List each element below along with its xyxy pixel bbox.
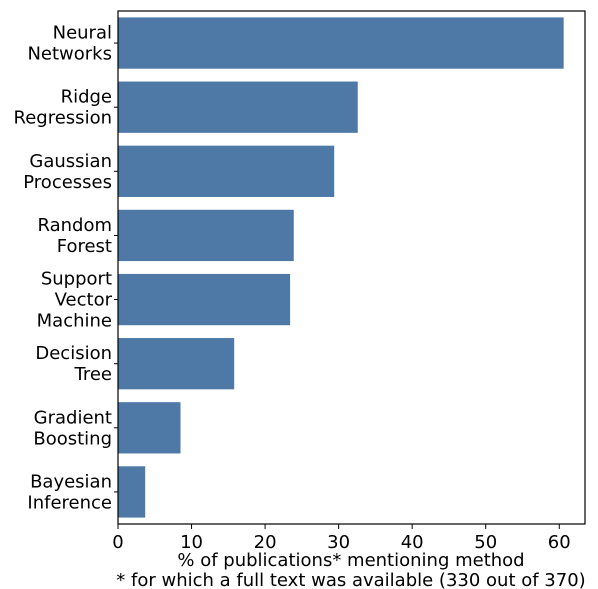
y-axis: Neural Networks Ridge Regression Gaussian Pro… bbox=[14, 23, 118, 513]
bars bbox=[118, 17, 564, 518]
y-tick-label-neural-networks: Neural Networks bbox=[27, 23, 112, 65]
bar-gradient-boosting bbox=[118, 402, 181, 454]
x-tick-label: 20 bbox=[254, 532, 277, 553]
footnote: * for which a full text was available (3… bbox=[116, 570, 585, 589]
x-tick-label: 50 bbox=[474, 532, 497, 553]
x-axis-title: % of publications* mentioning method bbox=[177, 550, 524, 571]
x-tick-label: 10 bbox=[180, 532, 203, 553]
x-tick-label: 0 bbox=[112, 532, 123, 553]
bar-decision-tree bbox=[118, 338, 235, 390]
y-tick-label-ridge-regression: Ridge Regression bbox=[14, 87, 112, 129]
x-tick-label: 60 bbox=[548, 532, 571, 553]
y-tick-label-decision-tree: Decision Tree bbox=[35, 343, 112, 385]
y-tick-label-support-vector-machine: Support Vector Machine bbox=[37, 269, 113, 332]
bar-random-forest bbox=[118, 209, 294, 262]
y-tick-label-random-forest: Random Forest bbox=[37, 215, 112, 257]
y-tick-label-bayesian-inference: Bayesian Inference bbox=[27, 471, 112, 513]
y-tick-label-gaussian-processes: Gaussian Processes bbox=[23, 151, 112, 193]
x-tick-label: 30 bbox=[327, 532, 350, 553]
bar-bayesian-inference bbox=[118, 466, 146, 518]
bar-ridge-regression bbox=[118, 81, 358, 133]
y-tick-label-gradient-boosting: Gradient Boosting bbox=[33, 407, 112, 449]
bar-support-vector-machine bbox=[118, 273, 291, 326]
bar-gaussian-processes bbox=[118, 145, 335, 197]
x-tick-label: 40 bbox=[401, 532, 424, 553]
plot-frame bbox=[117, 10, 586, 525]
bar-neural-networks bbox=[118, 17, 564, 69]
x-axis: 0 10 20 30 40 50 60 bbox=[112, 524, 571, 553]
